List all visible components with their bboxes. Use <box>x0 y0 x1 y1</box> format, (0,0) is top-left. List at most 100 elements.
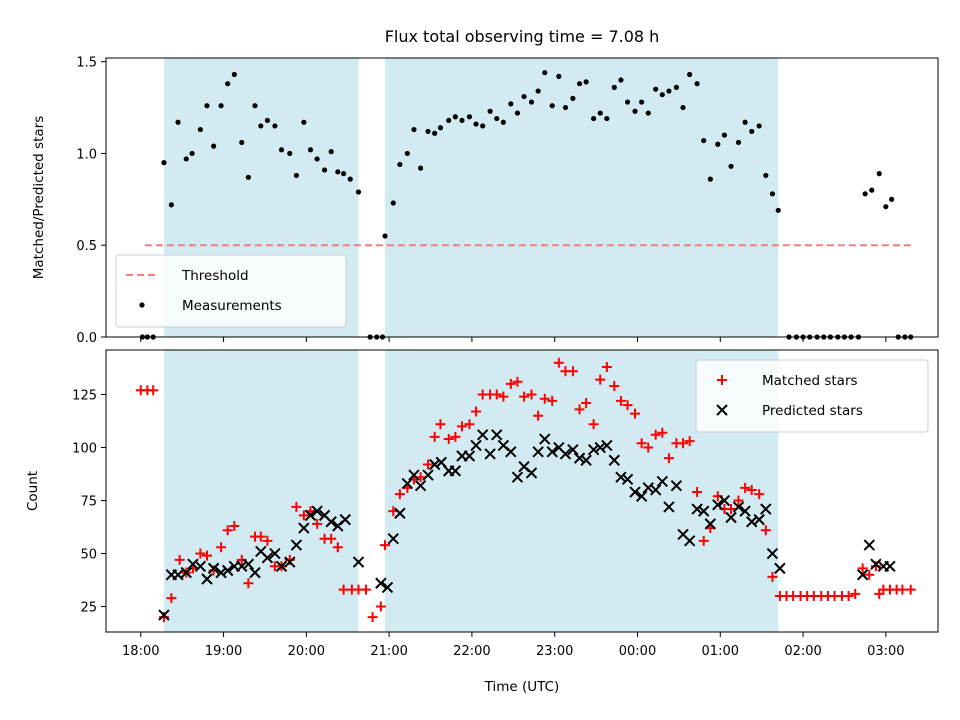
data-point <box>255 531 266 542</box>
legend: Threshold Measurements <box>115 254 347 328</box>
data-point <box>526 389 537 400</box>
data-point <box>242 558 255 570</box>
x-tick-label: 19:00 <box>205 644 242 659</box>
data-point <box>221 564 234 577</box>
legend-swatch <box>717 375 727 385</box>
data-point <box>639 99 645 105</box>
data-point <box>225 81 231 87</box>
data-point <box>876 171 882 177</box>
data-point <box>609 381 620 392</box>
data-point <box>733 495 744 506</box>
data-point <box>746 484 757 495</box>
data-point <box>339 513 351 526</box>
data-point <box>680 104 686 111</box>
data-point <box>311 505 323 517</box>
data-point <box>774 562 786 575</box>
data-point <box>236 560 248 572</box>
data-point <box>645 110 651 116</box>
y-tick-label: 100 <box>72 442 97 457</box>
data-point <box>397 161 403 168</box>
data-point <box>325 516 337 528</box>
legend: Matched stars Predicted stars <box>695 359 929 433</box>
data-point <box>201 550 212 561</box>
x-tick-label: 23:00 <box>536 644 573 659</box>
data-point <box>601 361 612 372</box>
data-point <box>718 494 731 507</box>
data-point <box>883 204 889 210</box>
data-point <box>546 446 558 458</box>
data-point <box>355 189 362 195</box>
data-point <box>574 404 585 415</box>
data-point <box>195 548 206 559</box>
data-point <box>449 465 462 477</box>
data-point <box>704 518 717 530</box>
data-point <box>698 535 709 546</box>
data-point <box>760 503 772 515</box>
x-tick-label: 21:00 <box>370 644 407 659</box>
data-point <box>459 117 465 124</box>
data-point <box>581 398 592 409</box>
data-point <box>514 110 521 116</box>
data-point <box>375 577 387 589</box>
y-tick-label: 0.5 <box>76 239 97 254</box>
data-point <box>211 143 217 149</box>
data-point <box>180 566 193 579</box>
data-point <box>635 490 648 503</box>
data-point <box>843 590 854 601</box>
data-point <box>194 560 207 572</box>
data-point <box>161 160 167 166</box>
data-point <box>725 511 737 524</box>
data-point <box>588 419 599 430</box>
data-point <box>229 520 240 531</box>
data-point <box>298 522 310 534</box>
data-point <box>767 571 778 582</box>
data-point <box>533 410 544 421</box>
data-point <box>512 376 523 387</box>
data-point <box>615 471 627 483</box>
data-point <box>443 434 454 445</box>
data-point <box>535 88 541 94</box>
data-point <box>290 539 303 551</box>
data-point <box>408 469 420 481</box>
data-point <box>753 513 765 526</box>
data-point <box>889 196 895 202</box>
data-point <box>476 429 489 441</box>
data-point <box>597 110 603 116</box>
legend-swatch <box>716 404 728 416</box>
x-tick-label: 00:00 <box>619 644 656 659</box>
data-point <box>850 588 861 599</box>
data-point <box>539 393 550 404</box>
data-point <box>567 443 579 456</box>
legend-label: Threshold <box>181 268 249 284</box>
legend-label: Matched stars <box>762 373 858 389</box>
axes-frame <box>105 57 939 338</box>
data-point <box>423 459 434 470</box>
x-tick-label: 18:00 <box>122 644 159 659</box>
y-tick-label: 75 <box>80 495 97 510</box>
data-point <box>262 535 273 546</box>
data-point <box>857 563 868 574</box>
y-axis-label: Matched/Predicted stars <box>31 116 47 279</box>
axes-frame <box>105 349 939 633</box>
legend-box <box>115 254 347 328</box>
data-point <box>505 446 517 458</box>
series-predicted-stars <box>158 429 896 621</box>
data-point <box>204 103 210 109</box>
data-point <box>587 443 600 456</box>
data-point <box>183 156 189 162</box>
x-tick-label: 02:00 <box>784 644 821 659</box>
data-point <box>314 156 320 162</box>
data-point <box>352 556 365 568</box>
legend-swatch <box>139 302 145 308</box>
data-point <box>189 150 195 157</box>
data-point <box>484 448 496 460</box>
data-point <box>539 433 551 445</box>
ratio-panel: 0.0 0.5 1.0 1.5 Matched/Predicted stars Thres… <box>31 56 939 346</box>
data-point <box>201 573 213 585</box>
y-tick-label: 125 <box>72 389 97 404</box>
data-point <box>463 450 476 462</box>
series-measurements <box>139 70 914 340</box>
data-point <box>231 71 237 78</box>
data-point <box>166 593 177 604</box>
data-point <box>611 84 617 90</box>
